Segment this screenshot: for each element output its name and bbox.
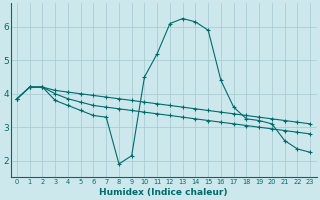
- X-axis label: Humidex (Indice chaleur): Humidex (Indice chaleur): [99, 188, 228, 197]
